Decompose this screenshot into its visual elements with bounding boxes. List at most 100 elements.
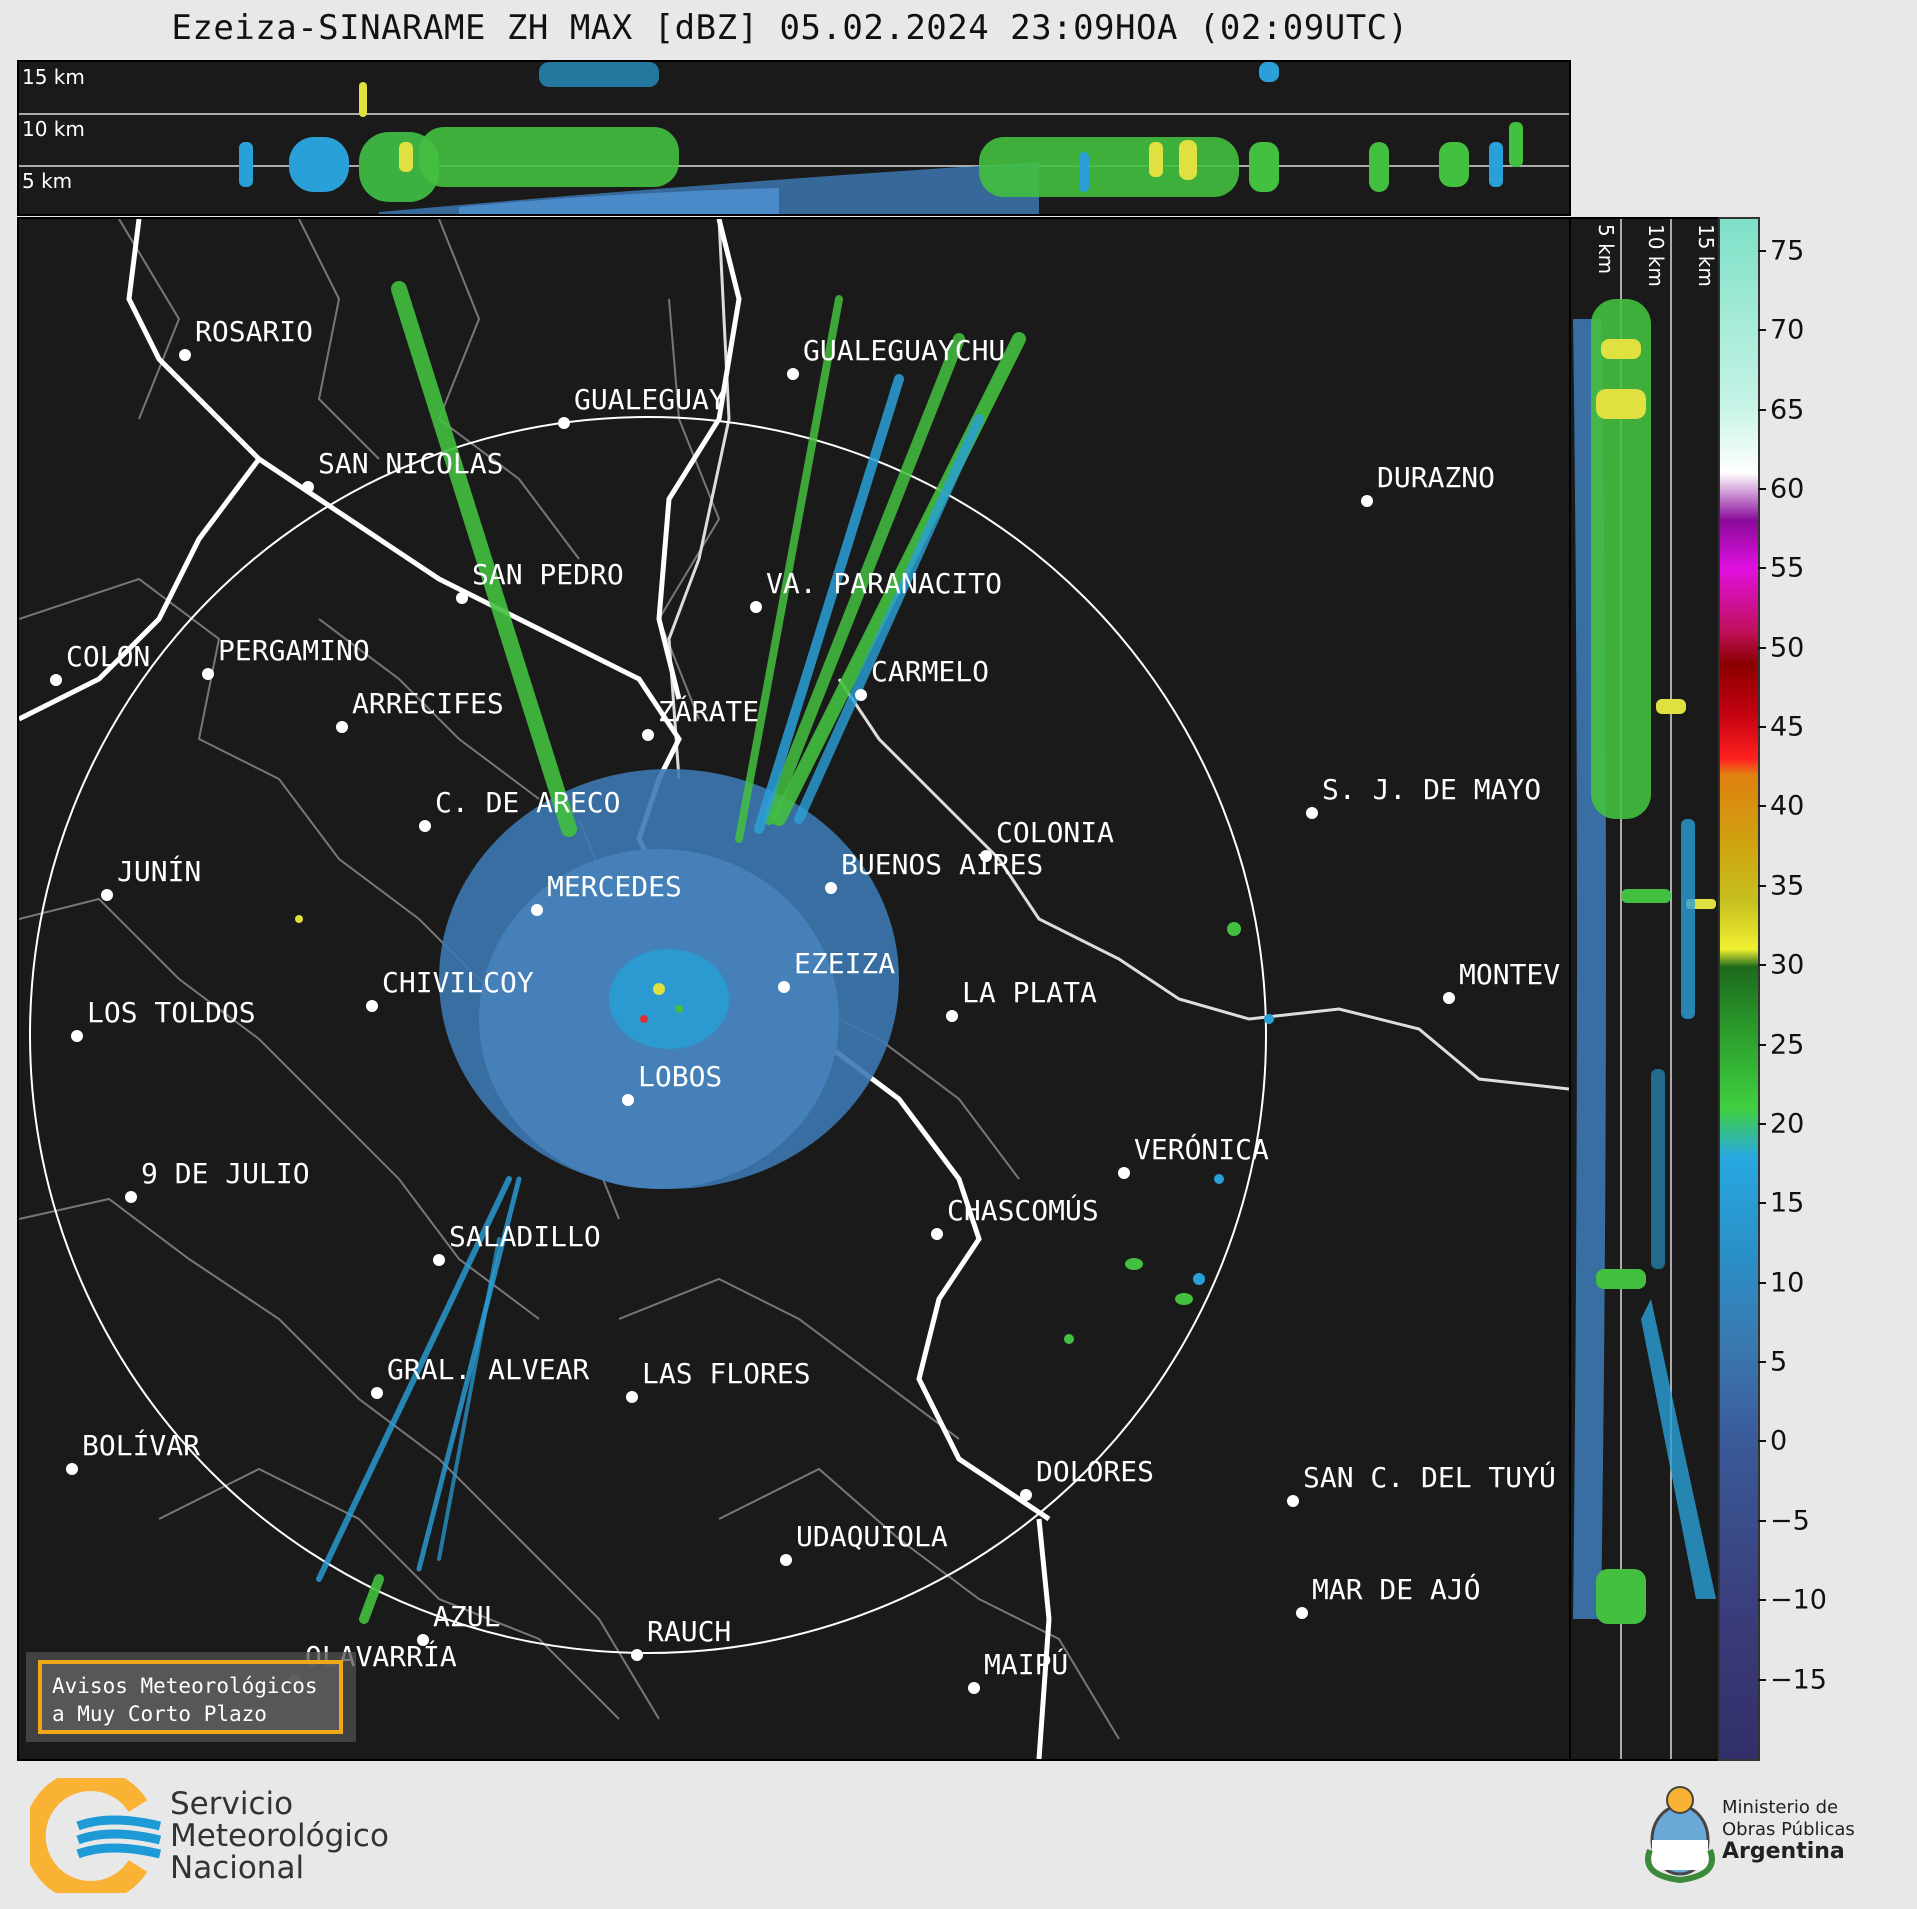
ministry-line-1: Ministerio de [1722, 1797, 1839, 1818]
city-dot [179, 349, 191, 361]
city-label: MAIPÚ [984, 1647, 1068, 1681]
nowcast-warning-notice[interactable]: Avisos Meteorológicos a Muy Corto Plazo [38, 1660, 343, 1734]
colorbar-tick-mark [1758, 329, 1766, 332]
city-dot [1020, 1489, 1032, 1501]
radar-range-circle [29, 416, 1267, 1654]
ministry-line-3: Argentina [1722, 1839, 1845, 1864]
colorbar-tick-label: 40 [1770, 790, 1805, 822]
colorbar-tick-label: 15 [1770, 1187, 1805, 1219]
city-dot [71, 1030, 83, 1042]
radar-map-svg[interactable]: ROSARIO GUALEGUAYCHU GUALEGUAY SAN NICOLAS D… [19, 219, 1569, 1759]
colorbar-tick-label: 75 [1770, 235, 1805, 267]
colorbar-tick-label: −5 [1770, 1505, 1810, 1537]
colorbar-tick-label: 70 [1770, 314, 1805, 346]
city-dot [780, 1554, 792, 1566]
city-markers: ROSARIO GUALEGUAYCHU GUALEGUAY SAN NICOLAS D… [50, 315, 1560, 1694]
top-cross-section-panel: 15 km 10 km 5 km [17, 60, 1571, 216]
colorbar-tick-mark [1758, 408, 1766, 411]
city-label: AZUL [433, 1600, 500, 1633]
city-dot [531, 904, 543, 916]
colorbar-tick-label: 55 [1770, 552, 1805, 584]
notice-line-1: Avisos Meteorológicos [52, 1674, 318, 1698]
top-height-label-10: 10 km [22, 117, 85, 141]
top-height-label-5: 5 km [22, 169, 72, 193]
smn-line-1: Servicio [170, 1786, 294, 1822]
city-dot [101, 889, 113, 901]
city-dot [778, 981, 790, 993]
city-dot [968, 1682, 980, 1694]
colorbar-tick-mark [1758, 487, 1766, 490]
city-dot [750, 601, 762, 613]
smn-line-2: Meteorológico [170, 1818, 389, 1854]
city-label: ARRECIFES [352, 687, 504, 720]
colorbar-tick-mark [1758, 646, 1766, 649]
colorbar-tick-mark [1758, 1281, 1766, 1284]
colorbar-tick-label: 50 [1770, 632, 1805, 664]
city-dot [631, 1649, 643, 1661]
city-dot [456, 592, 468, 604]
colorbar-tick-label: 30 [1770, 949, 1805, 981]
colorbar-tick-mark [1758, 1202, 1766, 1205]
city-label: LOBOS [638, 1060, 722, 1093]
scattered-cells [295, 915, 1274, 1344]
colorbar-tick-mark [1758, 1678, 1766, 1681]
side-height-label-10: 10 km [1644, 224, 1668, 287]
city-label: DOLORES [1036, 1455, 1154, 1488]
city-label: MONTEV [1459, 958, 1560, 991]
city-label: JUNÍN [117, 854, 201, 888]
city-label: BOLÍVAR [82, 1428, 200, 1462]
colorbar-tick-mark [1758, 1519, 1766, 1522]
radar-map-panel[interactable]: ROSARIO GUALEGUAYCHU GUALEGUAY SAN NICOLAS D… [17, 217, 1571, 1761]
city-dot [946, 1010, 958, 1022]
city-dot [1287, 1495, 1299, 1507]
city-dot [642, 729, 654, 741]
city-label: DURAZNO [1377, 461, 1495, 494]
city-label: ZÁRATE [658, 694, 759, 728]
ministry-line-2: Obras Públicas [1722, 1819, 1855, 1840]
city-dot [558, 417, 570, 429]
page-title: Ezeiza-SINARAME ZH MAX [dBZ] 05.02.2024 … [171, 8, 1409, 48]
city-label: GUALEGUAY [574, 383, 726, 416]
city-label: 9 DE JULIO [141, 1157, 310, 1190]
city-label: LA PLATA [962, 976, 1097, 1009]
city-label: CHIVILCOY [382, 966, 534, 999]
colorbar-tick-label: −15 [1770, 1664, 1827, 1696]
city-dot [787, 368, 799, 380]
colorbar-tick-label: −10 [1770, 1584, 1827, 1616]
dbz-colorbar [1718, 217, 1760, 1761]
city-label: PERGAMINO [218, 634, 370, 667]
city-label: EZEIZA [794, 947, 895, 980]
city-label: MERCEDES [547, 870, 682, 903]
colorbar-tick-mark [1758, 1440, 1766, 1443]
city-label: CARMELO [871, 655, 989, 688]
smn-name: Servicio Meteorológico Nacional [170, 1788, 389, 1884]
ministry-name: Ministerio de Obras Públicas Argentina [1722, 1797, 1855, 1863]
city-dot [1306, 807, 1318, 819]
city-dot [366, 1000, 378, 1012]
city-dot [371, 1387, 383, 1399]
city-label: C. DE ARECO [435, 786, 620, 819]
colorbar-tick-label: 65 [1770, 394, 1805, 425]
city-label: CHASCOMÚS [947, 1193, 1099, 1227]
city-label: UDAQUIOLA [796, 1520, 948, 1553]
notice-line-2: a Muy Corto Plazo [52, 1702, 267, 1726]
city-dot [433, 1254, 445, 1266]
colorbar-tick-label: 20 [1770, 1108, 1805, 1140]
city-label: SALADILLO [449, 1220, 601, 1253]
city-label: LOS TOLDOS [87, 996, 256, 1029]
radial-echo-spokes [316, 281, 1026, 1624]
city-dot [125, 1191, 137, 1203]
city-dot [622, 1094, 634, 1106]
city-label: SAN NICOLAS [318, 447, 503, 480]
colorbar-tick-mark [1758, 805, 1766, 808]
city-dot [336, 721, 348, 733]
city-label: VA. PARANACITO [766, 567, 1002, 600]
city-dot [825, 882, 837, 894]
city-label: COLON [66, 640, 150, 673]
city-label: GRAL. ALVEAR [387, 1353, 589, 1386]
city-dot [980, 850, 992, 862]
city-label: BUENOS AIRES [841, 848, 1043, 881]
colorbar-tick-label: 60 [1770, 473, 1805, 505]
city-label: LAS FLORES [642, 1357, 811, 1390]
city-dot [1443, 992, 1455, 1004]
